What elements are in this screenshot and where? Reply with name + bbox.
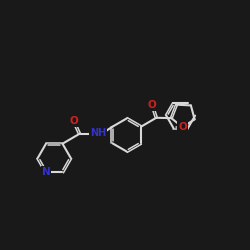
Text: O: O (69, 116, 78, 126)
Text: NH: NH (90, 128, 106, 138)
Text: O: O (148, 100, 156, 110)
Text: N: N (42, 167, 50, 177)
Text: O: O (178, 122, 187, 132)
